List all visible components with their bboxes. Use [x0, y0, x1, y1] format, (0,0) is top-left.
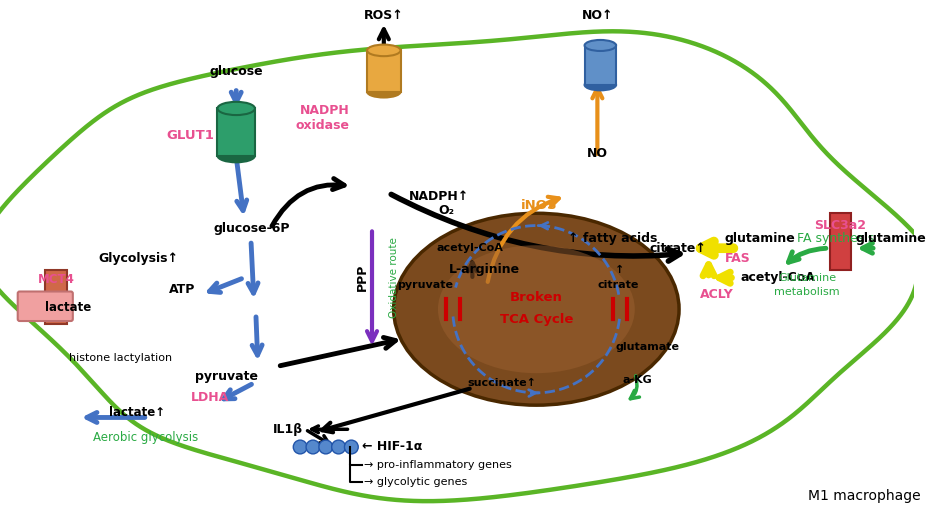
Text: TCA Cycle: TCA Cycle: [499, 313, 573, 326]
Text: glutamine: glutamine: [724, 232, 794, 245]
FancyBboxPatch shape: [367, 51, 400, 92]
Text: lactate↑: lactate↑: [110, 406, 165, 419]
Ellipse shape: [367, 45, 400, 56]
Text: SLC3a2: SLC3a2: [814, 219, 866, 232]
Text: ATP: ATP: [169, 283, 195, 296]
Text: IL1β: IL1β: [273, 423, 303, 436]
Text: PPP: PPP: [355, 264, 368, 291]
Text: glutamine: glutamine: [855, 232, 925, 245]
Circle shape: [305, 440, 319, 454]
Text: glucose-6P: glucose-6P: [213, 222, 290, 235]
Text: NO: NO: [586, 147, 607, 160]
Text: citrate: citrate: [597, 280, 638, 290]
Text: Oxidative route: Oxidative route: [388, 237, 398, 318]
Text: lactate: lactate: [45, 301, 92, 314]
Text: → pro-inflammatory genes: → pro-inflammatory genes: [364, 460, 511, 470]
Ellipse shape: [217, 102, 254, 115]
Text: ↑ fatty acids: ↑ fatty acids: [567, 232, 657, 245]
Text: a-KG: a-KG: [622, 375, 651, 385]
FancyBboxPatch shape: [18, 292, 72, 321]
Ellipse shape: [367, 86, 400, 97]
Text: oxidase: oxidase: [295, 119, 349, 132]
Text: Aerobic glycolysis: Aerobic glycolysis: [93, 431, 198, 444]
Text: M1 macrophage: M1 macrophage: [807, 489, 920, 503]
Text: ROS↑: ROS↑: [364, 9, 404, 22]
FancyBboxPatch shape: [584, 45, 615, 85]
Text: FAS: FAS: [725, 252, 750, 265]
FancyBboxPatch shape: [217, 108, 254, 156]
Text: ↑: ↑: [614, 265, 624, 275]
Text: histone lactylation: histone lactylation: [69, 353, 172, 364]
Text: pyruvate: pyruvate: [195, 369, 258, 382]
Text: ACLY: ACLY: [699, 288, 732, 301]
Text: metabolism: metabolism: [773, 288, 839, 297]
Ellipse shape: [584, 40, 615, 51]
Circle shape: [331, 440, 345, 454]
Circle shape: [293, 440, 307, 454]
Circle shape: [318, 440, 332, 454]
Text: LDHA: LDHA: [190, 391, 228, 404]
Text: acetyl-CoA: acetyl-CoA: [436, 243, 503, 253]
Text: NADPH: NADPH: [300, 104, 349, 117]
FancyBboxPatch shape: [45, 270, 67, 324]
Text: glutamate: glutamate: [615, 342, 679, 352]
Text: MCT4: MCT4: [38, 273, 74, 286]
Text: Glycolysis↑: Glycolysis↑: [98, 252, 178, 265]
Ellipse shape: [217, 149, 254, 163]
Ellipse shape: [584, 79, 615, 90]
Text: L-arginine: L-arginine: [448, 263, 519, 276]
Text: Broken: Broken: [509, 291, 562, 304]
Text: iNOS: iNOS: [521, 200, 557, 213]
Ellipse shape: [437, 245, 634, 373]
FancyBboxPatch shape: [829, 213, 850, 270]
Text: NO↑: NO↑: [581, 9, 612, 22]
Ellipse shape: [393, 213, 678, 405]
Circle shape: [344, 440, 358, 454]
Text: NADPH↑: NADPH↑: [408, 190, 468, 203]
Text: ← HIF-1α: ← HIF-1α: [362, 440, 422, 453]
Text: Glutamine: Glutamine: [777, 272, 835, 283]
Text: FA synthesis: FA synthesis: [796, 232, 873, 245]
Text: acetyl-CoA: acetyl-CoA: [740, 271, 814, 284]
Text: O₂: O₂: [437, 204, 454, 217]
Text: GLUT1: GLUT1: [166, 129, 213, 142]
Text: → glycolytic genes: → glycolytic genes: [364, 477, 467, 488]
Text: succinate↑: succinate↑: [467, 378, 535, 388]
Text: citrate↑: citrate↑: [649, 242, 706, 255]
Text: glucose: glucose: [209, 65, 263, 78]
Text: pyruvate: pyruvate: [397, 280, 453, 290]
